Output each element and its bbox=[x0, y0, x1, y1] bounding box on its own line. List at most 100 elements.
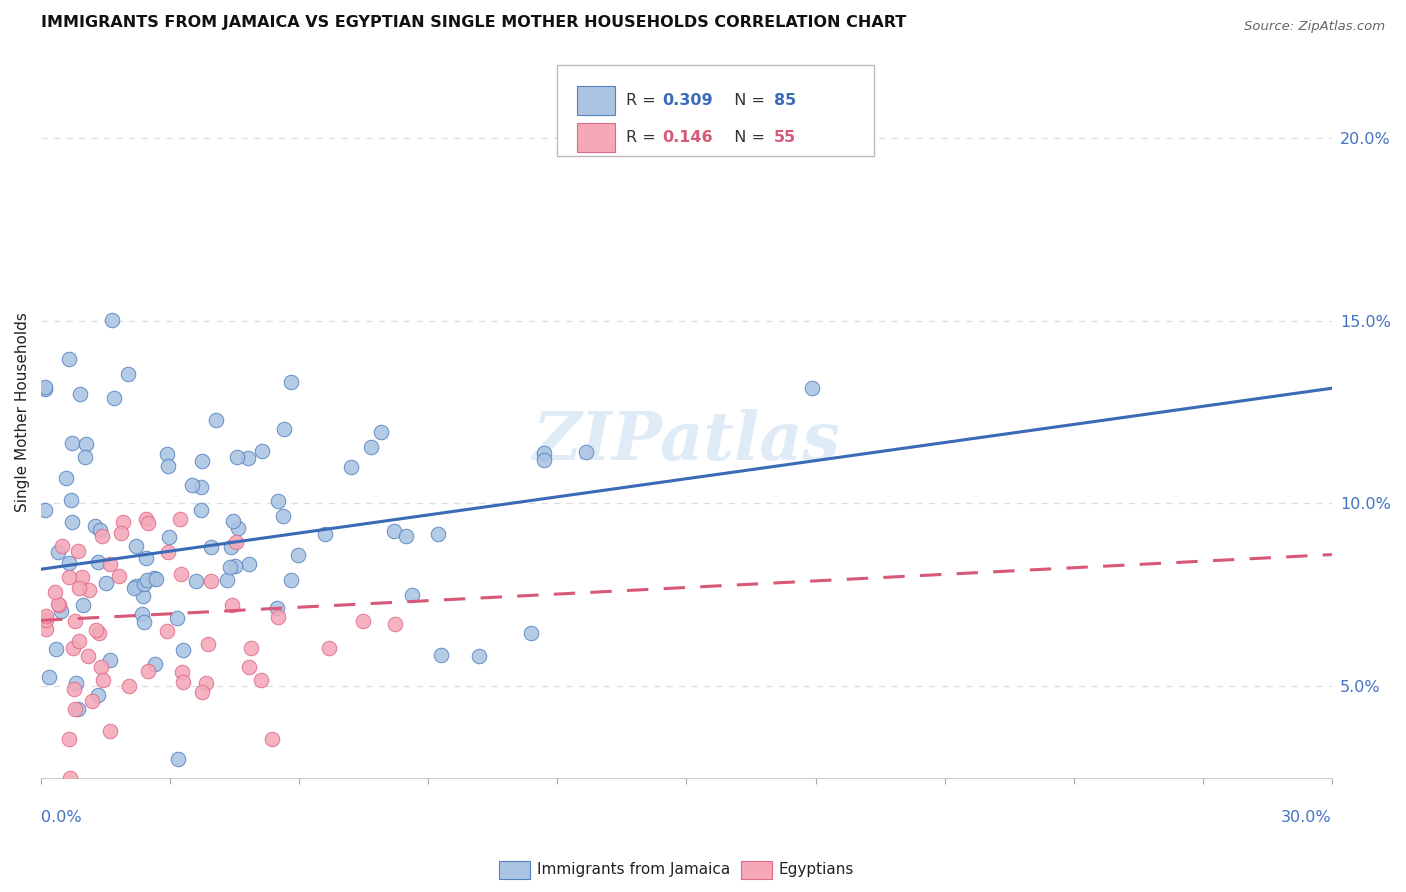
Point bbox=[226, 450, 249, 464]
Point bbox=[267, 494, 290, 508]
Point bbox=[125, 579, 148, 593]
Point bbox=[136, 664, 159, 678]
Point bbox=[55, 471, 77, 485]
Point bbox=[156, 545, 179, 559]
Point bbox=[156, 447, 179, 461]
Point bbox=[260, 731, 283, 746]
Point bbox=[72, 598, 94, 612]
Point bbox=[122, 582, 145, 596]
Point bbox=[370, 425, 392, 439]
Point bbox=[69, 387, 91, 401]
Point bbox=[65, 676, 87, 690]
Point bbox=[191, 685, 214, 699]
Text: N =: N = bbox=[724, 93, 770, 108]
Point bbox=[125, 539, 148, 553]
Point bbox=[62, 641, 84, 656]
Point bbox=[170, 566, 193, 581]
Point bbox=[166, 752, 188, 766]
Point bbox=[34, 380, 56, 394]
Point bbox=[46, 545, 69, 559]
Point bbox=[352, 614, 374, 628]
Point bbox=[44, 585, 66, 599]
Point bbox=[142, 571, 165, 585]
Point bbox=[67, 702, 90, 716]
Point bbox=[107, 569, 129, 583]
Point bbox=[45, 642, 67, 657]
Point bbox=[58, 570, 80, 584]
Point bbox=[221, 540, 243, 554]
Point bbox=[273, 422, 295, 436]
Point bbox=[34, 503, 56, 517]
Point bbox=[87, 688, 110, 702]
Point bbox=[238, 557, 260, 571]
Point bbox=[156, 458, 179, 473]
Point bbox=[59, 493, 82, 508]
Y-axis label: Single Mother Households: Single Mother Households bbox=[15, 312, 30, 512]
Point bbox=[60, 435, 83, 450]
Point bbox=[205, 413, 228, 427]
Point bbox=[134, 512, 156, 526]
Point bbox=[51, 603, 73, 617]
Text: 0.146: 0.146 bbox=[662, 130, 713, 145]
Point bbox=[429, 648, 451, 663]
Point bbox=[34, 383, 56, 397]
Point bbox=[89, 626, 111, 640]
Point bbox=[145, 572, 167, 586]
Point bbox=[360, 440, 382, 454]
Point bbox=[159, 530, 181, 544]
Point bbox=[800, 381, 823, 395]
Point bbox=[86, 624, 108, 638]
Point bbox=[533, 453, 555, 467]
Point bbox=[225, 535, 247, 549]
Point bbox=[63, 701, 86, 715]
Point bbox=[58, 556, 80, 570]
Point bbox=[73, 450, 96, 465]
Point bbox=[98, 724, 121, 739]
Point bbox=[111, 515, 134, 529]
Point bbox=[62, 515, 84, 529]
FancyBboxPatch shape bbox=[576, 123, 616, 152]
Point bbox=[96, 576, 118, 591]
Point bbox=[59, 771, 82, 785]
Point bbox=[90, 660, 112, 674]
Point bbox=[110, 526, 132, 541]
Point bbox=[195, 676, 218, 690]
Point bbox=[222, 515, 245, 529]
Point bbox=[172, 675, 194, 690]
Point bbox=[46, 597, 69, 611]
Point bbox=[221, 598, 243, 612]
Point bbox=[82, 694, 104, 708]
Point bbox=[238, 660, 260, 674]
FancyBboxPatch shape bbox=[557, 65, 873, 156]
Point bbox=[382, 524, 405, 538]
Point bbox=[118, 679, 141, 693]
Point bbox=[200, 574, 222, 588]
Point bbox=[166, 611, 188, 625]
Point bbox=[58, 352, 80, 367]
Point bbox=[136, 516, 159, 531]
Point bbox=[132, 615, 155, 629]
Point bbox=[67, 581, 90, 595]
Point bbox=[87, 555, 110, 569]
Text: N =: N = bbox=[724, 130, 770, 145]
Text: 0.309: 0.309 bbox=[662, 93, 713, 108]
Point bbox=[238, 451, 260, 466]
Text: R =: R = bbox=[626, 130, 661, 145]
Point bbox=[218, 560, 240, 574]
Point bbox=[217, 573, 239, 587]
Point bbox=[58, 731, 80, 746]
Text: ZIPatlas: ZIPatlas bbox=[533, 409, 841, 474]
Text: 55: 55 bbox=[775, 130, 796, 145]
Point bbox=[191, 453, 214, 467]
Point bbox=[533, 446, 555, 460]
Point bbox=[181, 478, 204, 492]
Point bbox=[271, 508, 294, 523]
Point bbox=[394, 529, 416, 543]
Point bbox=[197, 637, 219, 651]
Point bbox=[143, 657, 166, 672]
Point bbox=[51, 540, 73, 554]
Point bbox=[520, 626, 543, 640]
Point bbox=[172, 665, 194, 679]
Point bbox=[67, 634, 90, 648]
Point bbox=[75, 437, 97, 451]
